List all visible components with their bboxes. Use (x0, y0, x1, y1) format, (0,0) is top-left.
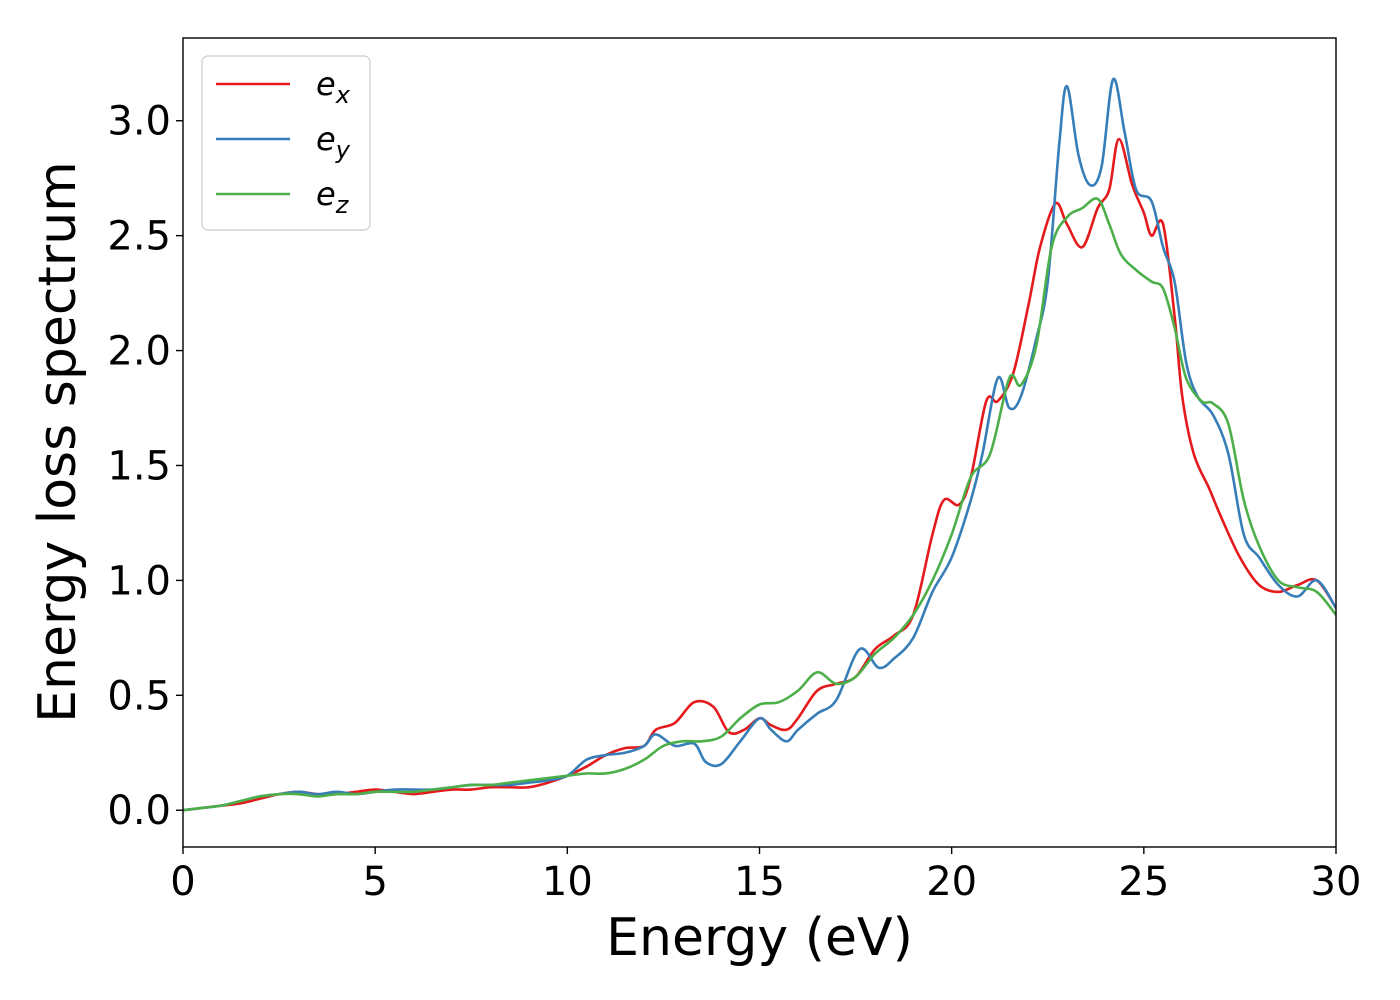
series-line-y (183, 77, 1336, 812)
y-tick-label: 0.5 (107, 673, 171, 719)
series-line-x (183, 137, 1336, 812)
series-line-z (183, 197, 1336, 812)
x-tick-label: 0 (170, 859, 195, 905)
x-tick-label: 10 (542, 859, 593, 905)
x-tick-label: 30 (1311, 859, 1362, 905)
x-axis-label: Energy (eV) (606, 908, 913, 968)
legend-label-x: ex (316, 65, 351, 109)
plot-lines (183, 77, 1336, 812)
x-tick-label: 5 (362, 859, 387, 905)
y-tick-label: 2.5 (107, 214, 171, 260)
y-tick-label: 1.5 (107, 443, 171, 489)
legend: ex ey ez (201, 55, 371, 231)
y-tick-label: 2.0 (107, 329, 171, 375)
x-axis-ticks: 0 5 10 15 20 25 30 (170, 847, 1361, 905)
x-tick-label: 15 (734, 859, 785, 905)
x-tick-label: 20 (926, 859, 977, 905)
y-tick-label: 3.0 (107, 99, 171, 145)
x-tick-label: 25 (1118, 859, 1169, 905)
legend-box (201, 55, 371, 231)
legend-label-z: ez (316, 175, 350, 219)
legend-label-y: ey (316, 120, 351, 164)
y-axis-ticks: 0.0 0.5 1.0 1.5 2.0 2.5 3.0 (107, 99, 183, 834)
y-axis-label: Energy loss spectrum (28, 161, 88, 723)
y-tick-label: 0.0 (107, 788, 171, 834)
y-tick-label: 1.0 (107, 558, 171, 604)
